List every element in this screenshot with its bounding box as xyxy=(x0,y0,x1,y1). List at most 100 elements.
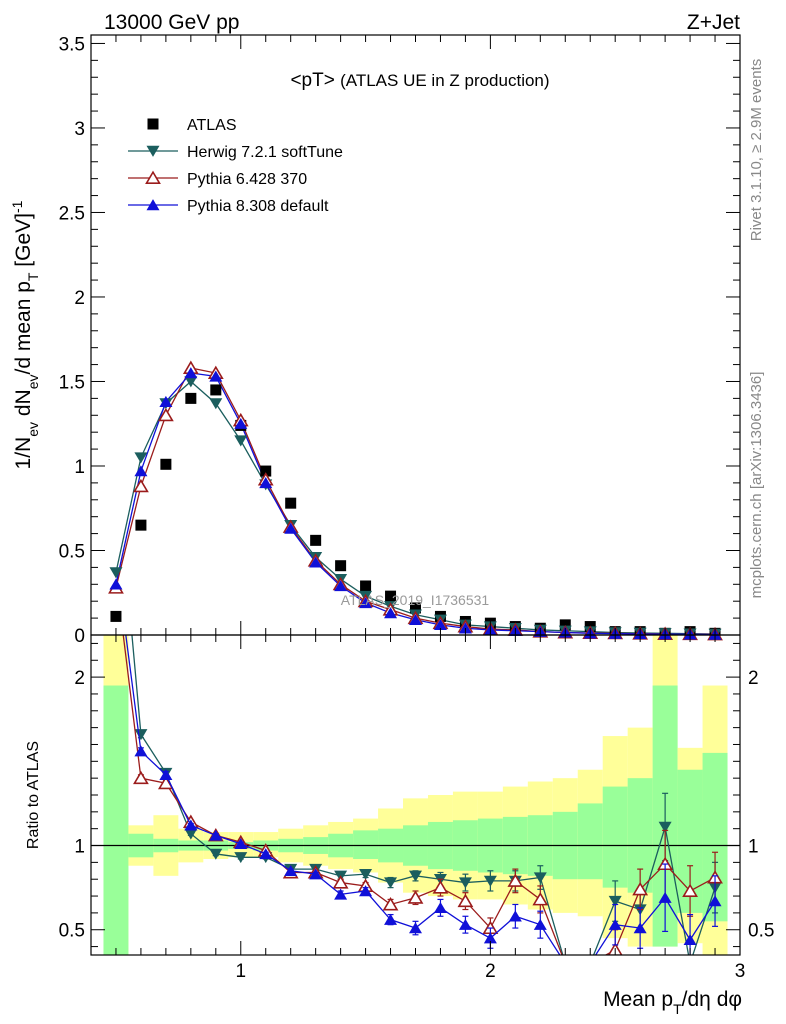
ratio-point xyxy=(458,877,472,889)
ratio-point xyxy=(508,910,522,922)
mcplots-label: mcplots.cern.ch [arXiv:1306.3436] xyxy=(748,372,765,599)
ratio-y-tick-label: 1 xyxy=(74,837,85,858)
mc-point xyxy=(433,619,447,631)
mc-point xyxy=(109,567,123,579)
y-tick-label: 2.5 xyxy=(59,203,85,224)
ratio-y-tick-label: 2 xyxy=(74,668,85,689)
mc-point xyxy=(159,395,173,407)
ratio-point xyxy=(409,870,422,882)
data-point xyxy=(310,534,322,546)
ratio-point xyxy=(309,868,323,880)
mc-point xyxy=(359,597,373,609)
ratio-point xyxy=(259,848,273,860)
ratio-point xyxy=(332,875,349,889)
data-point xyxy=(385,590,397,602)
ratio-point xyxy=(683,933,697,946)
ratio-point xyxy=(384,877,398,889)
mc-point xyxy=(134,465,148,477)
ratio-y-tick-label: 0.5 xyxy=(748,921,774,942)
data-point xyxy=(559,619,571,631)
ratio-point xyxy=(134,729,148,741)
plot-title-main: <pT> xyxy=(290,70,334,91)
x-tick-label: 1 xyxy=(235,961,246,982)
watermark: ATLAS_2019_I1736531 xyxy=(341,592,490,608)
ratio-point xyxy=(483,932,497,944)
ratio-point xyxy=(432,880,449,894)
legend: ATLAS Herwig 7.2.1 softTune Pythia 6.428 3… xyxy=(128,117,343,215)
mc-point xyxy=(184,376,198,388)
ratio-point xyxy=(507,873,524,887)
legend-marker xyxy=(146,199,160,211)
data-point xyxy=(260,465,272,477)
legend-label: Herwig 7.2.1 softTune xyxy=(187,144,343,161)
mc-point xyxy=(334,580,348,592)
mc-point xyxy=(209,370,223,382)
data-point xyxy=(335,560,347,572)
legend-marker xyxy=(146,145,160,157)
ratio-point xyxy=(608,895,622,907)
ratio-point xyxy=(633,922,647,934)
plot-title: <pT> (ATLAS UE in Z production) xyxy=(290,70,549,91)
ratio-y-tick-label: 1 xyxy=(748,837,759,858)
ratio-point xyxy=(658,821,672,833)
mc-point xyxy=(309,556,323,568)
ratio-point xyxy=(134,745,148,757)
x-tick-label: 3 xyxy=(735,961,746,982)
data-point xyxy=(135,519,147,531)
ratio-point xyxy=(184,828,198,840)
mc-point xyxy=(234,417,248,429)
ratio-point xyxy=(458,918,472,930)
mc-point xyxy=(409,613,422,625)
mc-point xyxy=(134,452,148,464)
ratio-point xyxy=(533,872,547,884)
legend-label: Pythia 6.428 370 xyxy=(187,171,307,188)
ratio-point xyxy=(407,890,424,904)
ratio-point xyxy=(133,770,149,785)
mc-point xyxy=(157,407,174,422)
mc-point xyxy=(384,607,398,619)
rivet-label: Rivet 3.1.10, ≥ 2.9M events xyxy=(748,59,765,242)
ratio-point xyxy=(682,883,698,897)
ratio-point xyxy=(483,875,497,887)
data-point xyxy=(210,384,222,396)
mc-point xyxy=(109,578,123,590)
ratio-point xyxy=(384,913,398,925)
data-point xyxy=(360,580,372,592)
x-tick-label: 2 xyxy=(485,961,496,982)
stat-uncertainty-band xyxy=(353,830,379,859)
energy-label: 13000 GeV pp xyxy=(104,11,239,34)
legend-marker xyxy=(147,118,159,130)
y-axis-label-main: 1/Nev dNev/d mean pT [GeV]-1 xyxy=(9,200,41,469)
ratio-point xyxy=(234,837,248,850)
legend-label: ATLAS xyxy=(187,117,237,134)
ratio-point xyxy=(184,819,198,831)
data-point xyxy=(160,458,172,470)
y-tick-label: 3 xyxy=(74,119,85,140)
data-point xyxy=(185,392,197,404)
data-point xyxy=(285,497,297,509)
ratio-point xyxy=(632,881,649,896)
legend-label: Pythia 8.308 default xyxy=(187,198,329,215)
stat-uncertainty-band xyxy=(602,786,628,888)
ratio-point xyxy=(533,918,547,930)
axes: 1 2 3 0 0.5 1 1.5 2 2.5 3 3.5 0.5 0.5 1 1 2 2 xyxy=(59,34,774,982)
data-point xyxy=(110,610,122,622)
y-axis-label-ratio: Ratio to ATLAS xyxy=(25,741,42,849)
y-tick-label: 2 xyxy=(74,288,85,309)
ratio-point xyxy=(209,848,223,860)
ratio-point xyxy=(209,829,223,841)
x-axis-label: Mean pT/dη dφ xyxy=(603,988,742,1017)
mc-point xyxy=(133,478,149,493)
ratio-point xyxy=(433,901,447,914)
y-tick-label: 1.5 xyxy=(59,372,85,393)
ratio-y-tick-label: 2 xyxy=(748,668,759,689)
ratio-point xyxy=(532,891,549,906)
data-point xyxy=(410,602,421,614)
ratio-point xyxy=(359,868,373,881)
ratio-point xyxy=(382,897,399,911)
ratio-point xyxy=(359,885,373,897)
mc-point xyxy=(184,367,198,379)
legend-marker xyxy=(145,170,161,184)
y-tick-label: 0 xyxy=(74,626,85,647)
